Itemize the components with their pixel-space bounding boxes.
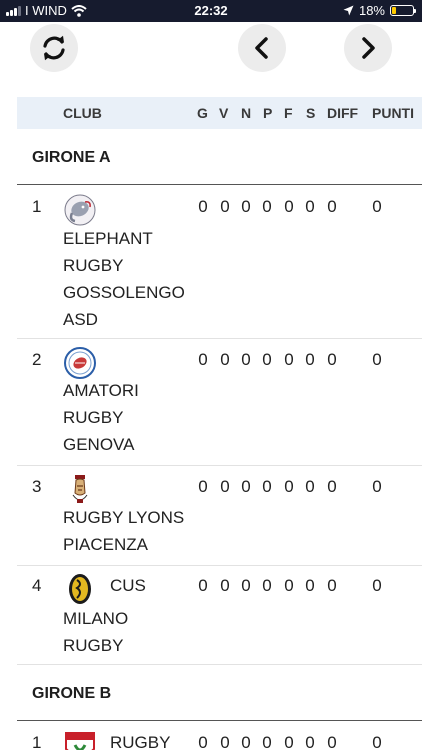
amatori-genova-logo (64, 347, 96, 379)
stat-punti: 0 (372, 477, 382, 496)
row-divider (17, 565, 422, 566)
stat-g: 0 (198, 197, 208, 216)
stat-g: 0 (198, 477, 208, 496)
next-button[interactable] (344, 24, 392, 72)
col-n: N (241, 105, 252, 121)
stat-p: 0 (262, 733, 272, 750)
battery-icon (390, 5, 416, 16)
stat-f: 0 (284, 576, 294, 595)
stat-s: 0 (305, 477, 315, 496)
stat-s: 0 (305, 576, 315, 595)
col-punti: PUNTI (372, 105, 414, 121)
rugby-lyons-logo (72, 475, 88, 503)
stat-v: 0 (220, 477, 230, 496)
stat-p: 0 (262, 576, 272, 595)
stat-v: 0 (220, 733, 230, 750)
battery-level (392, 7, 396, 14)
stat-n: 0 (241, 733, 251, 750)
stat-f: 0 (284, 733, 294, 750)
previous-button[interactable] (238, 24, 286, 72)
stat-n: 0 (241, 350, 251, 369)
stat-s: 0 (305, 350, 315, 369)
stat-v: 0 (220, 350, 230, 369)
stat-g: 0 (198, 576, 208, 595)
team-rank: 2 (32, 350, 42, 369)
col-g: G (197, 105, 208, 121)
stat-diff: 0 (327, 350, 337, 369)
status-right: 18% (343, 3, 416, 18)
row-divider (17, 664, 422, 665)
club-name: ELEPHANT RUGBY GOSSOLENGO ASD (63, 229, 185, 329)
status-left: I WIND (6, 3, 87, 18)
stat-p: 0 (262, 197, 272, 216)
row-divider (17, 465, 422, 466)
refresh-icon (43, 35, 65, 61)
location-arrow-icon (343, 5, 354, 16)
battery-percent: 18% (358, 3, 385, 18)
stat-f: 0 (284, 197, 294, 216)
stat-n: 0 (241, 576, 251, 595)
clock: 22:32 (194, 3, 228, 18)
stat-punti: 0 (372, 350, 382, 369)
col-s: S (306, 105, 316, 121)
stat-f: 0 (284, 477, 294, 496)
stat-punti: 0 (372, 197, 382, 216)
elephant-rugby-logo (64, 194, 96, 226)
club-name: MILANO RUGBY (63, 609, 129, 655)
toolbar (0, 22, 422, 74)
stat-p: 0 (262, 350, 272, 369)
team-rank: 1 (32, 733, 42, 750)
group-divider (17, 720, 422, 721)
club-name-inline: CUS (110, 576, 146, 595)
standings-header: CLUB G V N P F S DIFF PUNTI (17, 97, 422, 129)
stat-diff: 0 (327, 197, 337, 216)
stat-punti: 0 (372, 576, 382, 595)
stat-punti: 0 (372, 733, 382, 750)
stat-v: 0 (220, 576, 230, 595)
team-rank: 4 (32, 576, 42, 595)
club-name-inline: RUGBY (110, 733, 171, 750)
col-f: F (284, 105, 293, 121)
row-divider (17, 338, 422, 339)
group-title-a: GIRONE A (32, 149, 111, 166)
col-v: V (219, 105, 229, 121)
stat-g: 0 (198, 350, 208, 369)
stat-v: 0 (220, 197, 230, 216)
stat-n: 0 (241, 477, 251, 496)
refresh-button[interactable] (30, 24, 78, 72)
carrier-label: I WIND (25, 3, 67, 18)
group-title-b: GIRONE B (32, 685, 112, 702)
stat-g: 0 (198, 733, 208, 750)
stat-n: 0 (241, 197, 251, 216)
status-bar: I WIND 22:32 18% (0, 0, 422, 22)
col-p: P (263, 105, 273, 121)
chevron-left-icon (255, 37, 268, 59)
group-divider (17, 184, 422, 185)
team-rank: 1 (32, 197, 42, 216)
stat-p: 0 (262, 477, 272, 496)
signal-icon (6, 5, 21, 16)
stat-diff: 0 (327, 576, 337, 595)
stat-diff: 0 (327, 477, 337, 496)
club-name: AMATORI RUGBY GENOVA (63, 381, 139, 454)
stat-f: 0 (284, 350, 294, 369)
stat-s: 0 (305, 197, 315, 216)
col-diff: DIFF (327, 105, 359, 121)
club-name: RUGBY LYONS PIACENZA (63, 508, 185, 554)
stat-diff: 0 (327, 733, 337, 750)
stat-s: 0 (305, 733, 315, 750)
cus-milano-logo (69, 574, 91, 604)
chevron-right-icon (362, 37, 375, 59)
rugby-club-logo (65, 732, 95, 750)
team-rank: 3 (32, 477, 42, 496)
wifi-icon (71, 4, 87, 17)
col-club: CLUB (63, 105, 102, 121)
